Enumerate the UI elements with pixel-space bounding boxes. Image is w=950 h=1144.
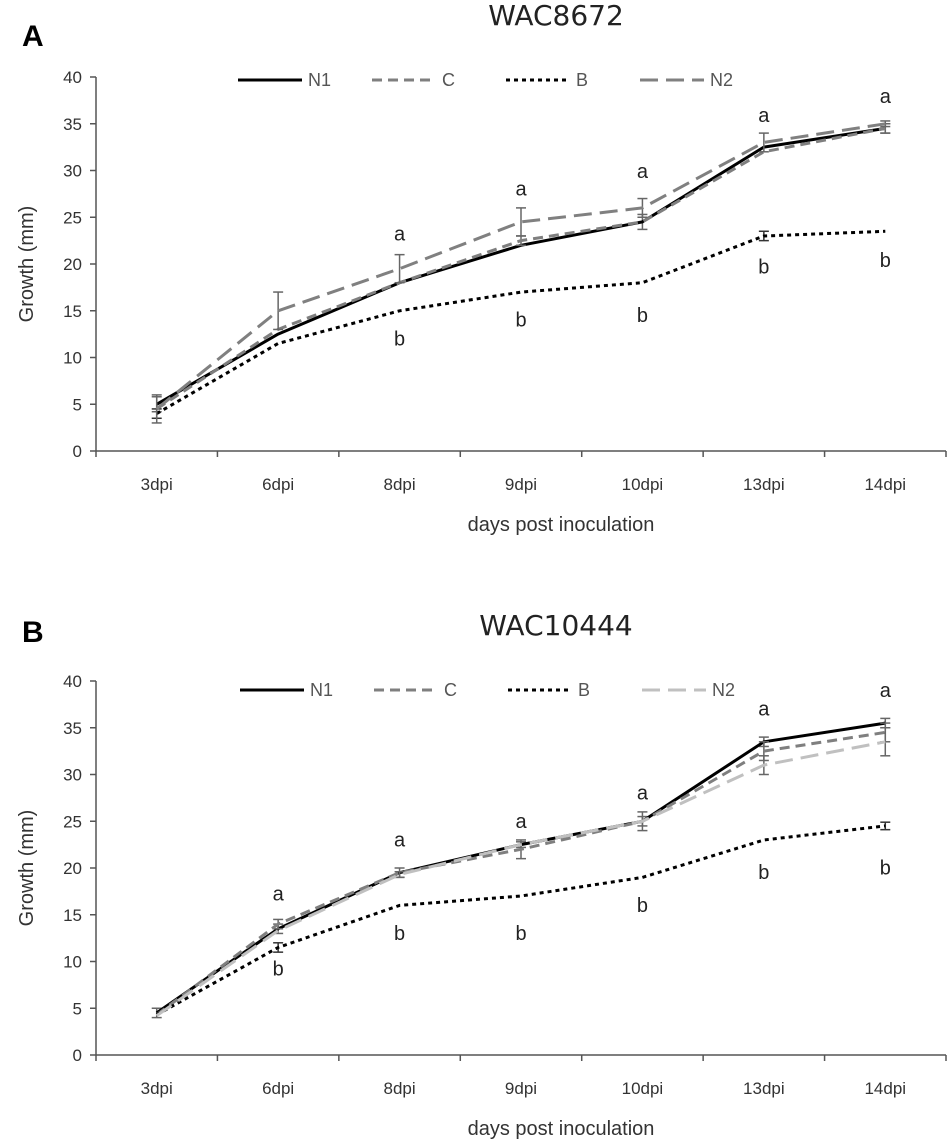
y-tick-label: 25 xyxy=(63,812,82,831)
significance-label: a xyxy=(394,829,406,851)
x-tick-label: 6dpi xyxy=(262,1079,294,1098)
y-tick-label: 40 xyxy=(63,672,82,691)
significance-label: a xyxy=(637,783,649,805)
significance-label: a xyxy=(273,884,285,906)
chart-panel-b: B WAC10444 0 5 10 15 20 25 30 35 40 3dpi 6dpi 8dpi 9dp… xyxy=(16,609,947,1140)
significance-label: b xyxy=(273,959,284,981)
y-tick-label: 30 xyxy=(63,162,82,181)
x-tick-label: 6dpi xyxy=(262,475,294,494)
y-axis-title: Growth (mm) xyxy=(16,206,38,323)
y-tick-label: 25 xyxy=(63,208,82,227)
x-tick-label: 8dpi xyxy=(384,475,416,494)
x-tick-label: 13dpi xyxy=(743,475,785,494)
significance-label: a xyxy=(758,699,770,721)
series-c xyxy=(155,722,891,1017)
series-n1 xyxy=(151,123,891,413)
series-n2 xyxy=(151,120,891,424)
x-tick-label: 3dpi xyxy=(141,475,173,494)
legend: N1 C B N2 xyxy=(240,680,735,700)
y-tick-label: 20 xyxy=(63,859,82,878)
series-c xyxy=(155,123,891,411)
series-line-c xyxy=(155,126,886,411)
series-line-n1 xyxy=(155,126,886,406)
y-tick-label: 20 xyxy=(63,255,82,274)
significance-label: b xyxy=(880,858,891,880)
x-tick-label: 3dpi xyxy=(141,1079,173,1098)
significance-label: b xyxy=(637,305,648,327)
significance-label: a xyxy=(758,105,770,127)
x-axis-title: days post inoculation xyxy=(468,1118,655,1140)
significance-label: a xyxy=(880,86,892,108)
y-tick-label: 5 xyxy=(73,395,82,414)
legend-label: C xyxy=(442,70,455,90)
legend-label: C xyxy=(444,680,457,700)
legend-label: N2 xyxy=(712,680,735,700)
y-tick-label: 35 xyxy=(63,115,82,134)
y-tick-label: 0 xyxy=(73,1046,82,1065)
y-tick-label: 30 xyxy=(63,766,82,785)
significance-label: a xyxy=(880,680,892,702)
legend-label: B xyxy=(576,70,588,90)
significance-label: b xyxy=(637,895,648,917)
significance-label: b xyxy=(880,250,891,272)
significance-label: a xyxy=(515,811,527,833)
significance-label: a xyxy=(394,224,406,246)
y-tick-label: 40 xyxy=(63,68,82,87)
significance-label: a xyxy=(637,161,649,183)
x-tick-label: 14dpi xyxy=(864,475,906,494)
legend-label: B xyxy=(578,680,590,700)
series-b xyxy=(155,821,891,1017)
series-line-n2 xyxy=(155,122,886,411)
y-tick-label: 10 xyxy=(63,953,82,972)
significance-label: a xyxy=(515,179,527,201)
significance-label: b xyxy=(758,256,769,278)
x-tick-label: 13dpi xyxy=(743,1079,785,1098)
chart-title: WAC8672 xyxy=(488,0,624,32)
chart-panel-a: A WAC8672 0 5 10 15 20 25 30 35 40 3dpi 6dpi 8dpi 9dpi… xyxy=(16,0,947,536)
series-line-n2 xyxy=(155,740,886,1017)
y-tick-label: 0 xyxy=(73,442,82,461)
legend-label: N1 xyxy=(308,70,331,90)
x-tick-label: 10dpi xyxy=(622,475,664,494)
x-axis-title: days post inoculation xyxy=(468,514,655,536)
legend: N1 C B N2 xyxy=(238,70,733,90)
x-tick-label: 14dpi xyxy=(864,1079,906,1098)
series-n2 xyxy=(155,727,891,1017)
y-axis-title: Growth (mm) xyxy=(16,810,38,927)
significance-label: b xyxy=(394,923,405,945)
significance-label: b xyxy=(515,923,526,945)
legend-label: N2 xyxy=(710,70,733,90)
y-tick-label: 10 xyxy=(63,349,82,368)
chart-title: WAC10444 xyxy=(479,609,632,642)
series-line-c xyxy=(155,730,886,1017)
y-tick-label: 15 xyxy=(63,302,82,321)
panel-label: A xyxy=(22,20,44,53)
panel-label: B xyxy=(22,616,44,649)
x-tick-label: 8dpi xyxy=(384,1079,416,1098)
legend-label: N1 xyxy=(310,680,333,700)
y-tick-label: 15 xyxy=(63,906,82,925)
x-tick-label: 9dpi xyxy=(505,475,537,494)
x-tick-label: 9dpi xyxy=(505,1079,537,1098)
x-tick-label: 10dpi xyxy=(622,1079,664,1098)
y-tick-label: 35 xyxy=(63,719,82,738)
significance-label: b xyxy=(515,310,526,332)
significance-label: b xyxy=(758,862,769,884)
series-line-n1 xyxy=(155,721,886,1015)
y-tick-label: 5 xyxy=(73,999,82,1018)
significance-label: b xyxy=(394,328,405,350)
